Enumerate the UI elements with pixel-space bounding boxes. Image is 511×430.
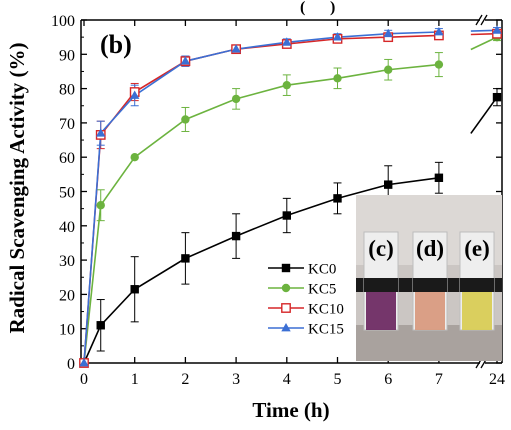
data-point <box>130 285 139 294</box>
vial: (d) <box>412 231 448 331</box>
y-tick-label: 10 <box>59 322 75 339</box>
y-axis-label: Radical Scavenging Activity (%) <box>5 42 29 333</box>
y-tick-label: 100 <box>51 13 75 30</box>
x-tick-label: 4 <box>283 371 291 388</box>
x-tick-label: 5 <box>334 371 342 388</box>
data-point <box>282 211 291 220</box>
y-axis-ticks: 0 10 20 30 40 50 60 70 80 90 100 <box>51 13 502 373</box>
data-point <box>231 94 241 104</box>
legend-entry: KC0 <box>268 262 336 278</box>
data-point <box>96 128 106 137</box>
y-tick-label: 60 <box>59 150 75 167</box>
x-tick-label: 3 <box>232 371 240 388</box>
vial-label: (e) <box>464 236 490 261</box>
data-point <box>231 44 241 53</box>
cropped-title-fragment-2: ) <box>330 0 335 16</box>
data-point <box>434 60 444 69</box>
inset-photo: (c) (d) (e) <box>356 195 502 361</box>
x-tick-label: 6 <box>384 371 392 388</box>
series-line-after-break <box>470 96 498 134</box>
data-point <box>282 37 292 46</box>
x-tick-label: 24 <box>489 371 505 388</box>
legend-label: KC15 <box>308 322 344 338</box>
legend-marker <box>281 323 291 332</box>
x-tick-label: 7 <box>435 371 443 388</box>
data-point <box>96 321 105 330</box>
legend-marker <box>281 263 291 273</box>
data-point <box>181 115 190 124</box>
panel-label: (b) <box>100 30 132 59</box>
y-tick-label: 80 <box>59 82 75 99</box>
vial: (e) <box>459 231 495 331</box>
series-markers <box>79 25 502 368</box>
legend-label: KC10 <box>308 302 344 318</box>
data-point <box>181 254 190 263</box>
x-axis-ticks: 0 1 2 3 4 5 6 7 24 <box>80 20 505 388</box>
vials: (c) (d) (e) <box>363 231 495 331</box>
y-tick-label: 90 <box>59 47 75 64</box>
data-point <box>231 231 241 241</box>
data-point <box>434 27 444 36</box>
data-point <box>333 74 342 83</box>
cropped-title-fragment: ( <box>300 0 305 16</box>
y-tick-label: 20 <box>59 287 75 304</box>
legend-entry: KC15 <box>268 322 344 338</box>
legend-marker <box>281 303 291 313</box>
data-point <box>434 173 444 182</box>
data-point <box>130 153 139 162</box>
data-point <box>130 90 140 99</box>
data-point <box>79 358 89 367</box>
data-point <box>333 194 342 203</box>
x-tick-label: 1 <box>131 371 139 388</box>
x-tick-label: 0 <box>80 371 88 388</box>
x-tick-label: 2 <box>181 371 189 388</box>
y-tick-label: 70 <box>59 116 75 133</box>
data-point <box>96 201 105 210</box>
y-tick-label: 30 <box>59 253 75 270</box>
series-line-after-break <box>470 36 498 51</box>
data-point <box>492 25 502 34</box>
legend-label: KC5 <box>308 282 336 298</box>
legend-label: KC0 <box>308 262 336 278</box>
y-tick-label: 40 <box>59 219 75 236</box>
vial-label: (d) <box>416 236 444 261</box>
legend-entry: KC10 <box>268 302 344 318</box>
data-point <box>332 32 343 41</box>
data-point <box>282 80 291 90</box>
data-point <box>384 180 393 189</box>
legend-entry: KC5 <box>268 282 336 298</box>
x-axis-label: Time (h) <box>252 398 329 422</box>
data-point <box>180 56 191 65</box>
y-tick-label: 50 <box>59 185 75 202</box>
data-point <box>384 65 393 74</box>
vial: (c) <box>363 231 399 331</box>
data-point <box>383 28 393 38</box>
legend-marker <box>281 283 291 293</box>
data-point <box>492 92 502 102</box>
y-tick-label: 0 <box>67 356 75 373</box>
legend: KC0 KC5 KC10 KC15 <box>268 262 344 338</box>
vial-label: (c) <box>368 236 394 261</box>
